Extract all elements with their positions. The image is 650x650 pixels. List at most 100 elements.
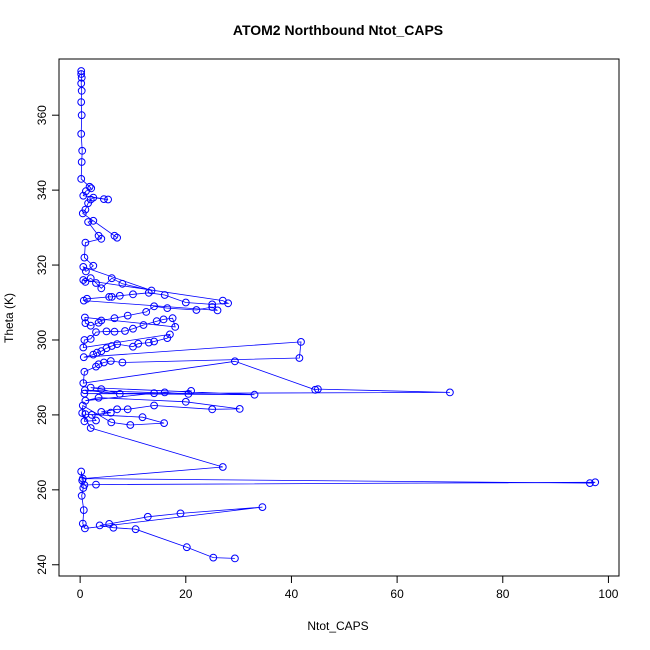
data-point: [81, 238, 90, 247]
data-point: [81, 205, 90, 214]
data-point: [94, 318, 103, 327]
data-point: [79, 276, 88, 284]
data-point: [446, 388, 454, 397]
data-point: [86, 195, 95, 204]
y-tick-label: 340: [35, 180, 49, 200]
data-point: [182, 543, 191, 552]
data-point: [295, 354, 304, 362]
x-tick-label: 20: [179, 587, 193, 601]
data-point: [107, 274, 116, 283]
y-tick-label: 280: [35, 405, 49, 425]
data-point: [81, 524, 89, 533]
data-point: [176, 509, 185, 518]
data-point: [218, 463, 227, 471]
data-point: [93, 348, 101, 357]
data-point: [168, 314, 177, 323]
data-point: [102, 344, 111, 353]
data-point: [184, 390, 193, 398]
y-axis: 240 260 280 300 320 340 360: [35, 105, 60, 575]
data-point: [181, 298, 190, 307]
data-point: [79, 263, 88, 271]
data-point: [94, 393, 103, 402]
data-point: [159, 315, 168, 324]
series-line: [80, 71, 596, 559]
data-point: [89, 350, 98, 359]
data-point: [105, 293, 114, 301]
data-point: [160, 388, 169, 397]
data-point: [97, 408, 106, 416]
data-point: [150, 401, 159, 410]
data-point: [77, 86, 86, 95]
data-point: [77, 79, 86, 88]
data-point: [81, 278, 90, 286]
data-point: [113, 405, 121, 414]
data-point: [104, 195, 112, 204]
data-point: [83, 294, 91, 303]
data-point: [102, 327, 111, 336]
x-axis: 0 20 40 60 80 100: [77, 575, 619, 601]
data-point: [82, 267, 90, 276]
data-point: [89, 193, 98, 202]
data-point: [79, 353, 88, 362]
data-point: [100, 195, 108, 204]
data-point: [144, 288, 153, 297]
data-point: [113, 233, 121, 242]
data-point: [118, 279, 127, 288]
data-point: [86, 335, 95, 343]
data-point: [144, 338, 153, 347]
data-point: [150, 302, 159, 311]
y-tick-label: 260: [35, 480, 49, 500]
data-point: [86, 274, 95, 283]
data-point: [86, 321, 95, 330]
data-point: [118, 358, 127, 367]
data-point: [85, 182, 94, 191]
data-point: [166, 330, 174, 339]
data-point: [77, 111, 86, 120]
data-point: [110, 231, 119, 240]
data-point: [258, 503, 267, 512]
data-point: [586, 479, 594, 488]
data-point: [143, 512, 152, 521]
data-point: [78, 146, 87, 155]
data-point: [97, 385, 106, 394]
data-point: [92, 279, 100, 287]
data-point: [80, 253, 89, 262]
x-tick-label: 100: [598, 587, 618, 601]
data-point: [208, 300, 217, 309]
data-point: [147, 286, 156, 295]
data-point: [79, 343, 88, 352]
x-tick-label: 60: [390, 587, 404, 601]
data-point: [97, 316, 106, 325]
data-point: [79, 506, 88, 515]
data-point: [150, 337, 159, 346]
data-point: [126, 421, 135, 429]
data-point: [77, 67, 86, 75]
data-point: [89, 261, 98, 270]
x-tick-label: 40: [285, 587, 299, 601]
data-point: [107, 342, 116, 350]
data-point: [213, 306, 222, 315]
data-point: [77, 158, 86, 166]
data-point: [106, 408, 115, 417]
data-point: [134, 339, 143, 348]
data-point: [139, 321, 148, 329]
data-point: [87, 184, 96, 193]
data-point: [94, 231, 103, 240]
data-point: [78, 474, 87, 483]
y-tick-label: 300: [35, 330, 49, 350]
data-point: [113, 340, 121, 349]
data-point: [160, 419, 169, 428]
y-tick-label: 320: [35, 255, 49, 275]
data-point: [110, 327, 119, 336]
data-point: [181, 397, 190, 406]
data-point: [84, 218, 92, 226]
chart-title: ATOM2 Northbound Ntot_CAPS: [233, 22, 443, 38]
data-point: [209, 553, 218, 562]
data-point: [77, 175, 86, 183]
y-tick-label: 360: [35, 105, 49, 125]
data-point: [80, 389, 89, 398]
y-tick-label: 240: [35, 554, 49, 574]
data-point: [231, 554, 239, 563]
data-point: [80, 417, 89, 426]
